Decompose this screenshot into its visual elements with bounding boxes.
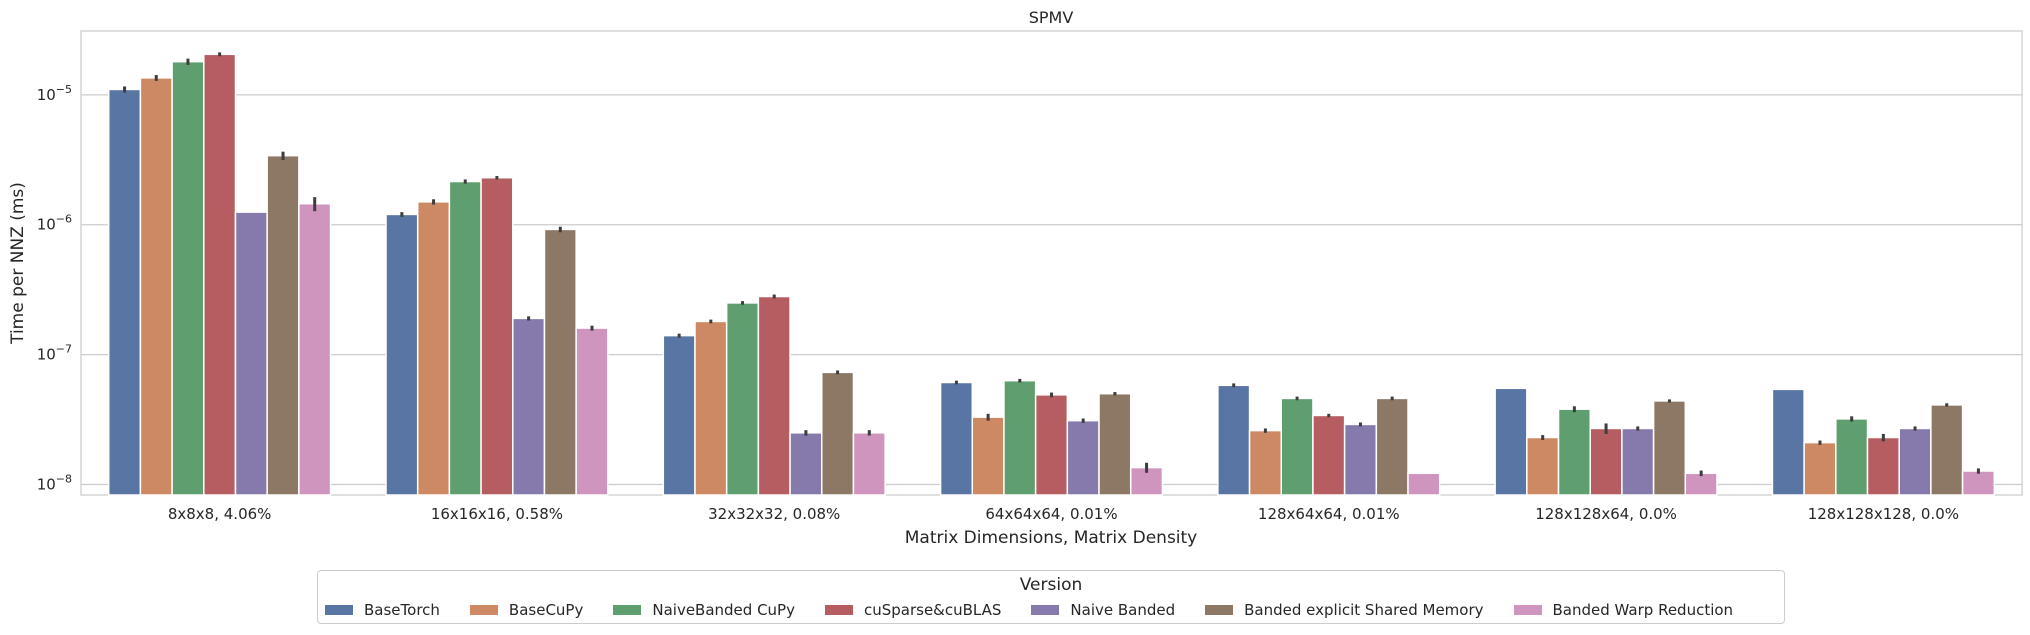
legend-label: Banded explicit Shared Memory [1244, 601, 1484, 619]
x-tick-labels: 8x8x8, 4.06% 16x16x16, 0.58% 32x32x32, 0.0… [168, 505, 1959, 523]
x-tick-label: 64x64x64, 0.01% [985, 505, 1117, 523]
chart-title: SPMV [1029, 8, 1074, 27]
y-tick-exponent: −7 [56, 343, 72, 356]
bar [480, 176, 514, 496]
y-tick-exponent: −6 [56, 213, 72, 226]
legend-items: BaseTorch BaseCuPy NaiveBanded CuPy cuSpars… [325, 601, 1784, 619]
bar [757, 295, 791, 496]
bar [1407, 472, 1441, 496]
x-axis-title: Matrix Dimensions, Matrix Density [905, 528, 1198, 548]
bar [575, 327, 609, 496]
legend: Version BaseTorch BaseCuPy NaiveBanded CuP… [317, 570, 1785, 624]
bars [107, 53, 1996, 496]
bar [939, 381, 974, 496]
spmv-bar-chart: 10−510−610−710−8 8x8x8, 4.06% 16x16x16, 0… [8, 8, 2023, 548]
legend-item: BaseTorch [325, 601, 440, 619]
bar [1034, 394, 1069, 496]
legend-swatch [824, 605, 853, 615]
bar [1898, 427, 1932, 496]
legend-swatch [1031, 605, 1060, 615]
bar [107, 88, 142, 496]
bar [852, 432, 886, 496]
bar [1835, 418, 1869, 496]
bar [139, 77, 173, 496]
y-axis-title: Time per NNZ (ms) [8, 182, 28, 345]
x-tick-label: 32x32x32, 0.08% [708, 505, 840, 523]
legend-item: NaiveBanded CuPy [613, 601, 795, 619]
y-tick-exponent: −8 [56, 472, 72, 485]
bar [266, 154, 300, 496]
error-bars [123, 52, 1980, 477]
legend-item: cuSparse&cuBLAS [824, 601, 1002, 619]
bar [1526, 436, 1560, 496]
legend-swatch [613, 605, 642, 615]
y-tick-base: 10 [37, 86, 56, 104]
bar [820, 371, 855, 496]
bar [1248, 429, 1283, 496]
bar [1684, 472, 1718, 496]
bar [203, 53, 237, 496]
x-tick-label: 8x8x8, 4.06% [168, 505, 272, 523]
bar [1803, 441, 1837, 496]
bar [385, 213, 419, 496]
bar [1312, 414, 1346, 496]
bar [789, 432, 823, 496]
bar [1930, 404, 1964, 496]
bar [1866, 436, 1900, 496]
bar [1557, 408, 1591, 496]
legend-label: BaseCuPy [508, 601, 584, 619]
x-tick-label: 128x128x64, 0.0% [1535, 505, 1677, 523]
y-tick-base: 10 [37, 475, 56, 493]
bar [543, 228, 577, 496]
bar [694, 320, 728, 496]
bar [234, 211, 268, 496]
bar [1003, 379, 1037, 496]
bar [1343, 423, 1378, 496]
y-tick-label: 10−8 [37, 472, 72, 493]
bar [725, 302, 760, 496]
bar [1494, 387, 1528, 496]
x-tick-label: 16x16x16, 0.58% [431, 505, 563, 523]
bar [171, 60, 205, 496]
y-tick-base: 10 [37, 346, 56, 364]
bar [1961, 470, 1996, 496]
legend-label: Naive Banded [1070, 601, 1176, 619]
bar [1589, 427, 1623, 496]
bar [1771, 388, 1805, 496]
legend-item: Banded explicit Shared Memory [1205, 601, 1484, 619]
bar [448, 180, 482, 496]
bar [512, 317, 546, 496]
bar [1066, 419, 1100, 496]
bar [662, 334, 696, 496]
bar [1098, 392, 1132, 496]
y-tick-label: 10−5 [37, 83, 72, 104]
legend-item: Banded Warp Reduction [1513, 601, 1734, 619]
y-tick-labels: 10−510−610−710−8 [37, 83, 72, 494]
legend-item: Naive Banded [1031, 601, 1175, 619]
bar [1217, 384, 1251, 496]
bar [1621, 427, 1655, 496]
y-tick-exponent: −5 [56, 83, 72, 96]
bar [971, 416, 1005, 496]
legend-label: BaseTorch [364, 601, 440, 619]
x-tick-label: 128x128x128, 0.0% [1808, 505, 1959, 523]
bar [1652, 400, 1687, 496]
legend-swatch [469, 605, 498, 615]
y-tick-label: 10−6 [37, 213, 72, 234]
bar [416, 201, 451, 496]
x-tick-label: 128x64x64, 0.01% [1258, 505, 1400, 523]
legend-item: BaseCuPy [469, 601, 584, 619]
legend-swatch [325, 605, 353, 615]
y-tick-label: 10−7 [37, 343, 72, 364]
legend-label: Banded Warp Reduction [1552, 601, 1734, 619]
legend-label: cuSparse&cuBLAS [863, 601, 1002, 619]
bar [1375, 397, 1409, 496]
legend-label: NaiveBanded CuPy [652, 601, 795, 619]
bar [1280, 397, 1314, 496]
legend-title: Version [1019, 575, 1083, 595]
legend-swatch [1513, 605, 1542, 615]
bar [298, 203, 332, 496]
y-tick-base: 10 [37, 216, 56, 234]
legend-swatch [1205, 605, 1234, 615]
